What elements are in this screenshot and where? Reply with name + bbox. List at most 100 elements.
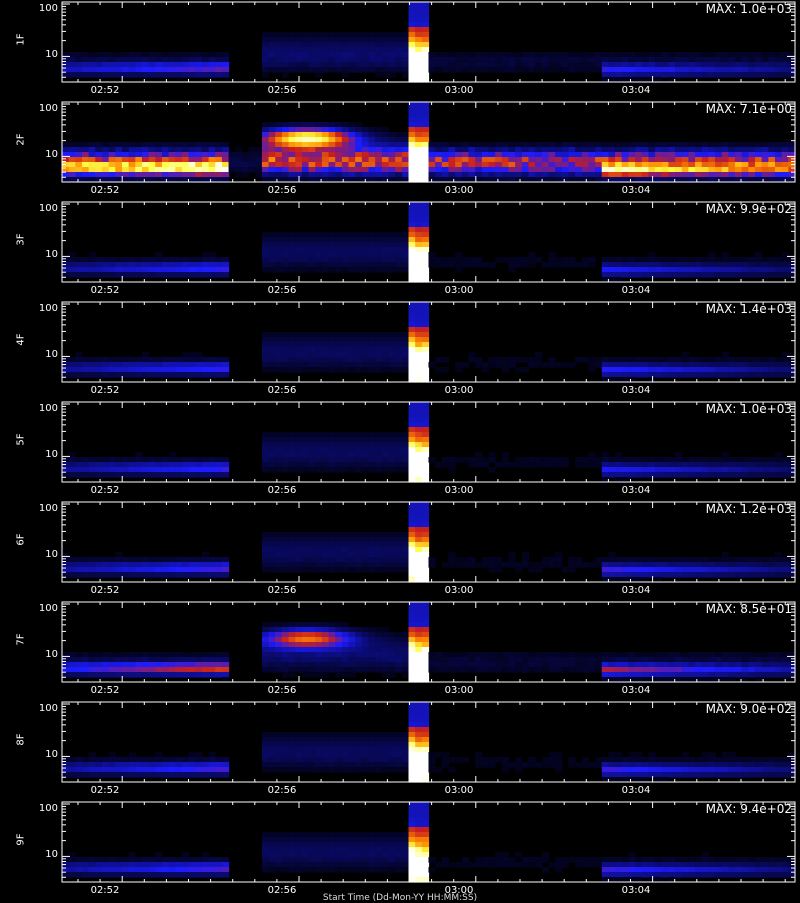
heatmap-cell — [502, 147, 509, 153]
heatmap-cell — [622, 662, 629, 668]
heatmap-cell — [389, 657, 396, 663]
heatmap-cell — [522, 142, 529, 148]
heatmap-cell — [362, 252, 369, 258]
heatmap-cell — [622, 72, 629, 78]
heatmap-cell — [369, 642, 376, 648]
heatmap-cell — [588, 167, 595, 173]
heatmap-cell — [422, 452, 429, 458]
heatmap-cell — [635, 162, 642, 168]
heatmap-cell — [768, 147, 775, 153]
heatmap-cell — [262, 122, 269, 128]
heatmap-cell — [195, 462, 202, 468]
heatmap-cell — [322, 442, 329, 448]
heatmap-cell — [615, 57, 622, 63]
heatmap-cell — [409, 412, 416, 418]
heatmap-cell — [409, 552, 416, 558]
heatmap-cell — [262, 257, 269, 263]
heatmap-cell — [735, 667, 742, 673]
heatmap-cell — [675, 267, 682, 273]
heatmap-cell — [95, 362, 102, 368]
heatmap-cell — [269, 562, 276, 568]
heatmap-cell — [382, 157, 389, 163]
heatmap-cell — [442, 62, 449, 68]
heatmap-cell — [375, 242, 382, 248]
heatmap-cell — [195, 672, 202, 678]
heatmap-cell — [722, 552, 729, 558]
heatmap-cell — [129, 652, 136, 658]
heatmap-cell — [315, 647, 322, 653]
heatmap-cell — [262, 667, 269, 673]
heatmap-cell — [475, 667, 482, 673]
heatmap-cell — [482, 562, 489, 568]
heatmap-cell — [322, 622, 329, 628]
heatmap-cell — [182, 72, 189, 78]
heatmap-cell — [315, 432, 322, 438]
heatmap-cell — [69, 572, 76, 578]
heatmap-cell — [262, 132, 269, 138]
heatmap-cell — [548, 652, 555, 658]
heatmap-cell — [349, 562, 356, 568]
heatmap-cell — [468, 52, 475, 58]
heatmap-cell — [329, 137, 336, 143]
heatmap-cell — [95, 142, 102, 148]
heatmap-cell — [302, 437, 309, 443]
heatmap-cell — [369, 357, 376, 363]
heatmap-cell — [702, 162, 709, 168]
heatmap-cell — [662, 67, 669, 73]
heatmap-cell — [708, 372, 715, 378]
heatmap-cell — [269, 122, 276, 128]
heatmap-cell — [315, 457, 322, 463]
heatmap-cell — [329, 247, 336, 253]
heatmap-cell — [189, 67, 196, 73]
heatmap-cell — [402, 557, 409, 563]
heatmap-cell — [782, 557, 789, 563]
heatmap-cell — [448, 147, 455, 153]
heatmap-cell — [295, 67, 302, 73]
heatmap-cell — [282, 542, 289, 548]
heatmap-cell — [309, 157, 316, 163]
heatmap-cell — [82, 62, 89, 68]
heatmap-cell — [89, 267, 96, 273]
heatmap-cell — [129, 67, 136, 73]
heatmap-cell — [315, 162, 322, 168]
heatmap-cell — [349, 122, 356, 128]
heatmap-cell — [175, 57, 182, 63]
heatmap-cell — [309, 242, 316, 248]
heatmap-cell — [362, 637, 369, 643]
heatmap-cell — [342, 352, 349, 358]
heatmap-cell — [395, 637, 402, 643]
heatmap-cell — [269, 262, 276, 268]
heatmap-cell — [748, 57, 755, 63]
heatmap-cell — [75, 162, 82, 168]
heatmap-cell — [282, 237, 289, 243]
heatmap-cell — [335, 172, 342, 178]
heatmap-cell — [95, 172, 102, 178]
heatmap-cell — [708, 162, 715, 168]
heatmap-cell — [155, 467, 162, 473]
heatmap-cell — [315, 437, 322, 443]
heatmap-cell — [395, 162, 402, 168]
heatmap-cell — [708, 257, 715, 263]
heatmap-cell — [728, 467, 735, 473]
heatmap-cell — [782, 367, 789, 373]
heatmap-cell — [568, 62, 575, 68]
heatmap-cell — [229, 152, 236, 158]
heatmap-cell — [75, 667, 82, 673]
heatmap-cell — [282, 62, 289, 68]
heatmap-cell — [349, 567, 356, 573]
heatmap-cell — [202, 367, 209, 373]
heatmap-cell — [688, 167, 695, 173]
heatmap-cell — [335, 362, 342, 368]
heatmap-cell — [402, 347, 409, 353]
heatmap-cell — [429, 557, 436, 563]
heatmap-cell — [302, 152, 309, 158]
heatmap-cell — [109, 167, 116, 173]
heatmap-cell — [648, 72, 655, 78]
heatmap-cell — [722, 457, 729, 463]
heatmap-cell — [482, 557, 489, 563]
heatmap-cell — [422, 142, 429, 148]
heatmap-cell — [422, 262, 429, 268]
heatmap-cell — [715, 262, 722, 268]
heatmap-cell — [722, 572, 729, 578]
heatmap-cell — [582, 262, 589, 268]
